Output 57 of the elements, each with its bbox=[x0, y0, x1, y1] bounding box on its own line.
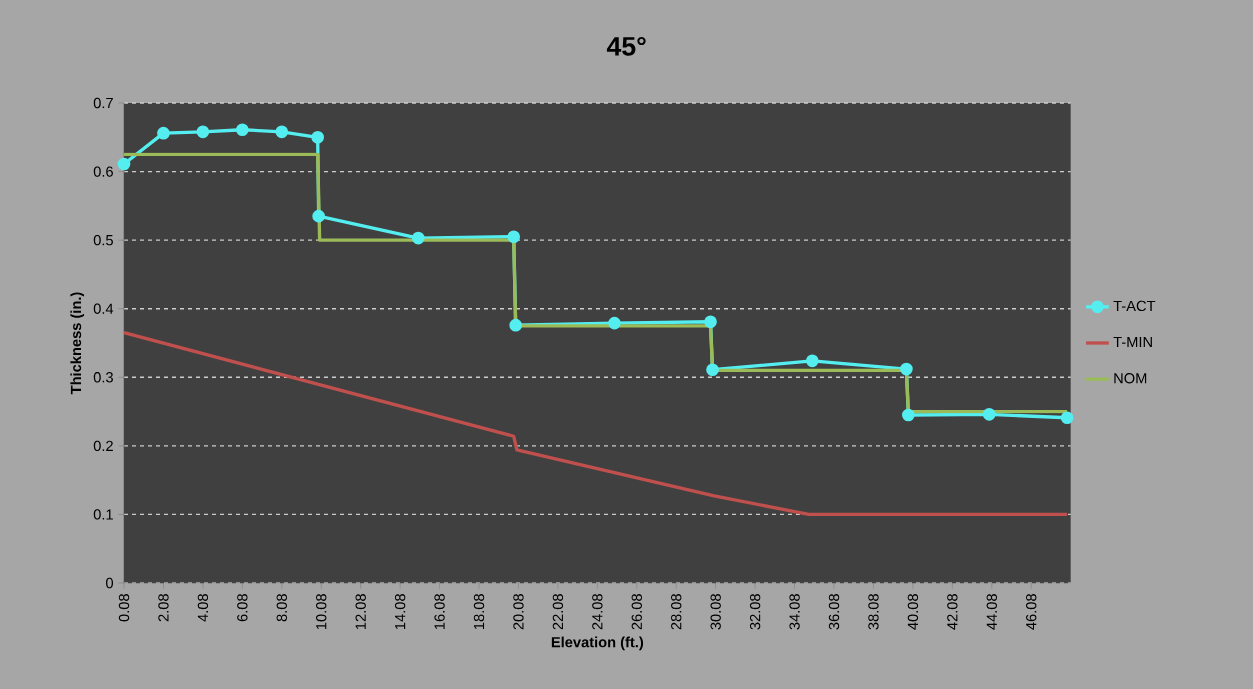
x-tick-label: 26.08 bbox=[631, 594, 642, 630]
point bbox=[706, 363, 719, 377]
chart-title: 45° bbox=[606, 36, 646, 56]
x-tick-label: 42.08 bbox=[947, 594, 958, 630]
y-tick-label: 0 bbox=[106, 577, 114, 589]
point bbox=[275, 125, 289, 139]
y-tick-label: 0.6 bbox=[93, 166, 113, 177]
y-tick-label: 0.1 bbox=[93, 509, 113, 520]
x-tick-label: 24.08 bbox=[592, 594, 603, 630]
point bbox=[902, 408, 915, 422]
y-tick-label: 0.4 bbox=[93, 303, 114, 314]
point bbox=[507, 230, 521, 244]
x-tick-label: 22.08 bbox=[552, 594, 564, 630]
point bbox=[311, 130, 325, 144]
point bbox=[1060, 411, 1074, 425]
point bbox=[805, 354, 819, 368]
point bbox=[982, 407, 996, 421]
y-tick-label: 0.5 bbox=[93, 234, 113, 246]
x-tick-label: 8.08 bbox=[276, 594, 287, 622]
line-series bbox=[124, 331, 1069, 517]
point bbox=[900, 362, 913, 376]
x-axis-title: Elevation (ft.) bbox=[551, 636, 644, 651]
x-tick-label: 44.08 bbox=[986, 594, 997, 630]
x-tick-label: 36.08 bbox=[828, 594, 840, 630]
legend-label: T-ACT bbox=[1113, 300, 1156, 312]
x-tick-label: 46.08 bbox=[1026, 594, 1037, 630]
point bbox=[608, 316, 621, 330]
x-tick-label: 18.08 bbox=[473, 594, 485, 629]
y-tick-label: 0.7 bbox=[93, 97, 113, 109]
y-axis-title: Thickness (in.) bbox=[70, 292, 85, 395]
y-tick-label: 0.2 bbox=[93, 440, 113, 452]
x-tick-label: 40.08 bbox=[907, 594, 919, 630]
x-tick-label: 30.08 bbox=[710, 594, 721, 630]
x-tick-label: 20.08 bbox=[513, 594, 524, 630]
x-tick-label: 6.08 bbox=[237, 594, 248, 622]
point bbox=[117, 157, 131, 171]
x-tick-label: 4.08 bbox=[197, 594, 209, 622]
x-tick-label: 28.08 bbox=[671, 594, 682, 630]
x-tick-label: 10.08 bbox=[316, 594, 327, 629]
x-tick-label: 32.08 bbox=[749, 594, 761, 630]
point bbox=[411, 231, 425, 245]
x-tick-label: 16.08 bbox=[434, 594, 445, 629]
x-tick-label: 2.08 bbox=[158, 594, 169, 622]
x-tick-label: 38.08 bbox=[868, 594, 879, 630]
point bbox=[196, 125, 210, 139]
x-tick-label: 0.08 bbox=[118, 594, 130, 622]
point bbox=[509, 318, 523, 332]
point bbox=[312, 209, 325, 223]
x-tick-label: 34.08 bbox=[789, 594, 800, 630]
point bbox=[704, 315, 717, 329]
legend-label: T-MIN bbox=[1113, 336, 1152, 348]
x-tick-label: 12.08 bbox=[355, 594, 366, 629]
point bbox=[157, 126, 170, 140]
x-tick-label: 14.08 bbox=[394, 594, 406, 629]
y-tick-label: 0.3 bbox=[93, 372, 113, 383]
point bbox=[236, 123, 249, 137]
legend-label: NOM bbox=[1114, 373, 1147, 384]
